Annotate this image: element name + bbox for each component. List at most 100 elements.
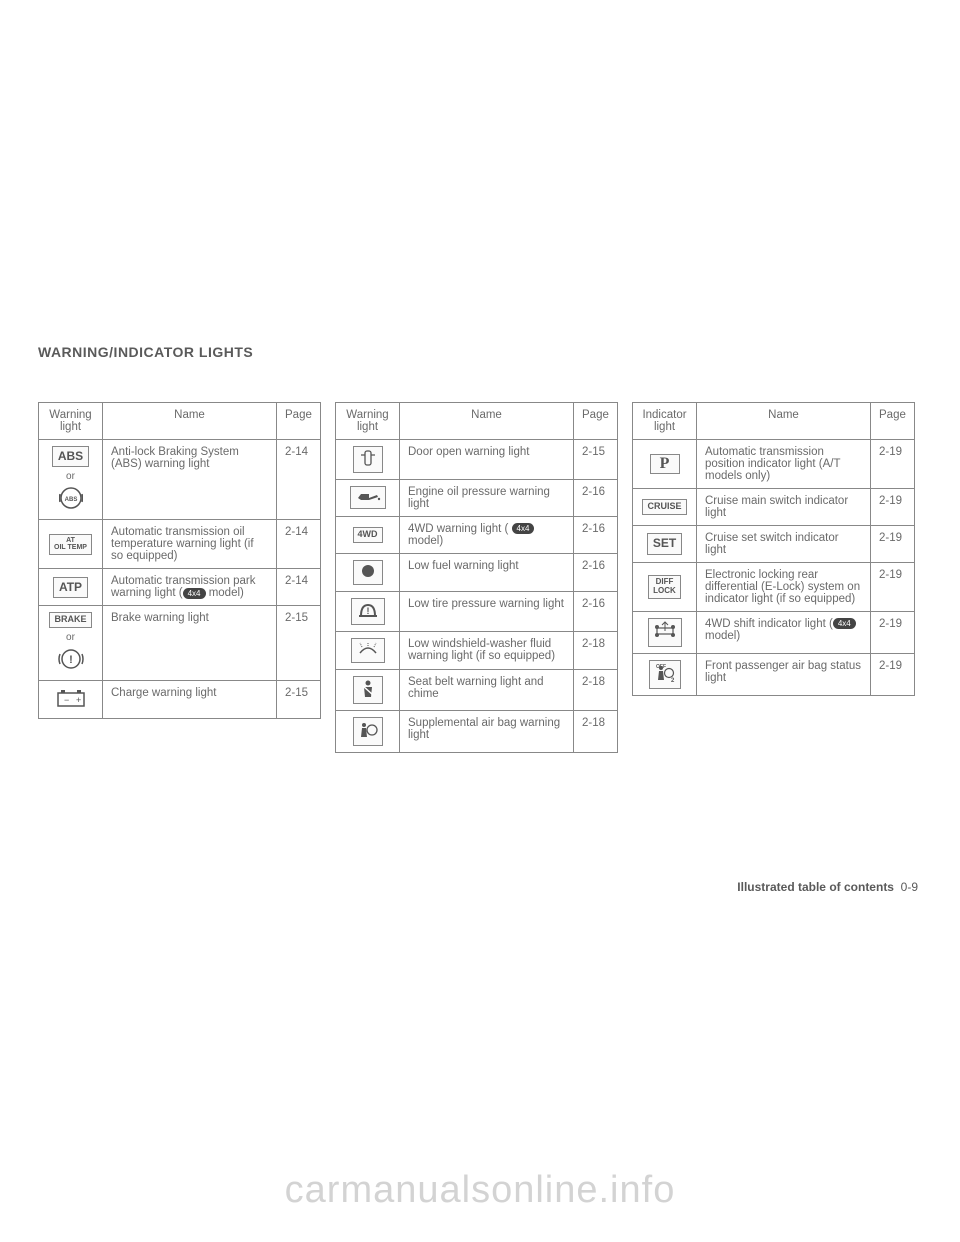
row-page: 2-19 <box>871 612 915 654</box>
header-name: Name <box>400 403 574 440</box>
abs-icon-cell: ABS or ABS <box>39 440 103 520</box>
header-name: Name <box>697 403 871 440</box>
cruise-icon-cell: CRUISE <box>633 489 697 526</box>
table-row: 4WD shift indicator light (4x4 model) 2-… <box>633 612 915 654</box>
section-heading: WARNING/INDICATOR LIGHTS <box>38 344 922 360</box>
svg-text:!: ! <box>69 654 73 666</box>
table-row: Engine oil pressure warning light 2-16 <box>336 479 618 516</box>
washer-icon <box>351 638 385 663</box>
header-warning-light: Warning light <box>336 403 400 440</box>
table-row: ABS or ABS Anti-lock Braking System (ABS… <box>39 440 321 520</box>
header-warning-light: Warning light <box>39 403 103 440</box>
page-footer: Illustrated table of contents 0-9 <box>737 880 918 894</box>
tire-icon: ! <box>351 598 385 625</box>
row-page: 2-15 <box>277 606 321 681</box>
table-row: Door open warning light 2-15 <box>336 440 618 480</box>
table-row: DIFF LOCK Electronic locking rear differ… <box>633 563 915 612</box>
door-icon-cell <box>336 440 400 480</box>
row-page: 2-19 <box>871 653 915 695</box>
row-name: Automatic transmission position indicato… <box>697 440 871 489</box>
battery-icon-cell: −+ <box>39 681 103 719</box>
row-page: 2-18 <box>574 669 618 711</box>
brake-circle-icon: ! <box>58 647 84 671</box>
abs-circle-icon: ABS <box>59 486 83 510</box>
table-row: Low fuel warning light 2-16 <box>336 553 618 591</box>
or-label: or <box>47 632 94 643</box>
table-header-row: Warning light Name Page <box>336 403 618 440</box>
row-name: Automatic transmission oil temperature w… <box>103 520 277 569</box>
header-page: Page <box>277 403 321 440</box>
4wdshift-icon-cell <box>633 612 697 654</box>
brake-icon: BRAKE <box>49 612 91 628</box>
table-row: P Automatic transmission position indica… <box>633 440 915 489</box>
row-name: Low windshield-washer fluid warning ligh… <box>400 631 574 669</box>
table-row: ATP Automatic transmission park warning … <box>39 569 321 606</box>
atoiltemp-icon: AT OIL TEMP <box>49 534 92 555</box>
row-name: Low fuel warning light <box>400 553 574 591</box>
row-page: 2-18 <box>574 631 618 669</box>
header-name: Name <box>103 403 277 440</box>
atp-icon-cell: ATP <box>39 569 103 606</box>
table-header-row: Indicator light Name Page <box>633 403 915 440</box>
row-name: Charge warning light <box>103 681 277 719</box>
row-page: 2-14 <box>277 569 321 606</box>
atp-icon: ATP <box>53 577 88 598</box>
row-name: Engine oil pressure warning light <box>400 479 574 516</box>
seatbelt-icon <box>353 676 383 705</box>
row-name: Brake warning light <box>103 606 277 681</box>
battery-icon: −+ <box>55 687 87 709</box>
or-label: or <box>47 471 94 482</box>
table-row: Seat belt warning light and chime 2-18 <box>336 669 618 711</box>
tire-icon-cell: ! <box>336 591 400 631</box>
difflock-icon-cell: DIFF LOCK <box>633 563 697 612</box>
row-name: Anti-lock Braking System (ABS) warning l… <box>103 440 277 520</box>
row-name: Seat belt warning light and chime <box>400 669 574 711</box>
svg-text:−: − <box>64 695 69 705</box>
row-page: 2-19 <box>871 563 915 612</box>
row-page: 2-16 <box>574 553 618 591</box>
header-page: Page <box>871 403 915 440</box>
brake-icon-cell: BRAKE or ! <box>39 606 103 681</box>
row-page: 2-18 <box>574 711 618 753</box>
table-row: ! Low tire pressure warning light 2-16 <box>336 591 618 631</box>
footer-page: 0-9 <box>901 880 918 894</box>
row-page: 2-16 <box>574 516 618 553</box>
4x4-badge: 4x4 <box>183 588 206 599</box>
row-page: 2-15 <box>574 440 618 480</box>
row-page: 2-19 <box>871 526 915 563</box>
seatbelt-icon-cell <box>336 669 400 711</box>
abs-icon: ABS <box>52 446 89 467</box>
airbag-icon <box>353 717 383 746</box>
table-row: CRUISE Cruise main switch indicator ligh… <box>633 489 915 526</box>
row-page: 2-16 <box>574 591 618 631</box>
table-header-row: Warning light Name Page <box>39 403 321 440</box>
svg-text:OFF: OFF <box>656 664 666 670</box>
row-name: Front passenger air bag status light <box>697 653 871 695</box>
cruise-icon: CRUISE <box>642 499 686 515</box>
table-row: SET Cruise set switch indicator light 2-… <box>633 526 915 563</box>
row-page: 2-16 <box>574 479 618 516</box>
table-row: −+ Charge warning light 2-15 <box>39 681 321 719</box>
table-row: 4WD 4WD warning light ( 4x4 model) 2-16 <box>336 516 618 553</box>
set-icon: SET <box>647 533 682 554</box>
svg-text:2: 2 <box>671 678 675 683</box>
row-name: Supplemental air bag warning light <box>400 711 574 753</box>
fuel-icon-cell <box>336 553 400 591</box>
gear-p-icon: P <box>650 454 680 474</box>
4wdshift-icon <box>648 618 682 647</box>
table-row: BRAKE or ! Brake warning light 2-15 <box>39 606 321 681</box>
table-row: AT OIL TEMP Automatic transmission oil t… <box>39 520 321 569</box>
row-name: 4WD shift indicator light (4x4 model) <box>697 612 871 654</box>
4wd-icon: 4WD <box>353 527 383 543</box>
header-indicator-light: Indicator light <box>633 403 697 440</box>
indicator-table: Indicator light Name Page P Automatic tr… <box>632 402 915 696</box>
warning-table-1: Warning light Name Page ABS or ABS Anti-… <box>38 402 321 719</box>
washer-icon-cell <box>336 631 400 669</box>
4x4-badge: 4x4 <box>833 618 856 629</box>
svg-text:!: ! <box>366 606 369 616</box>
passairbag-icon: 2 OFF <box>649 660 681 689</box>
passairbag-icon-cell: 2 OFF <box>633 653 697 695</box>
row-page: 2-19 <box>871 489 915 526</box>
row-page: 2-14 <box>277 440 321 520</box>
table-row: 2 OFF Front passenger air bag status ligh… <box>633 653 915 695</box>
